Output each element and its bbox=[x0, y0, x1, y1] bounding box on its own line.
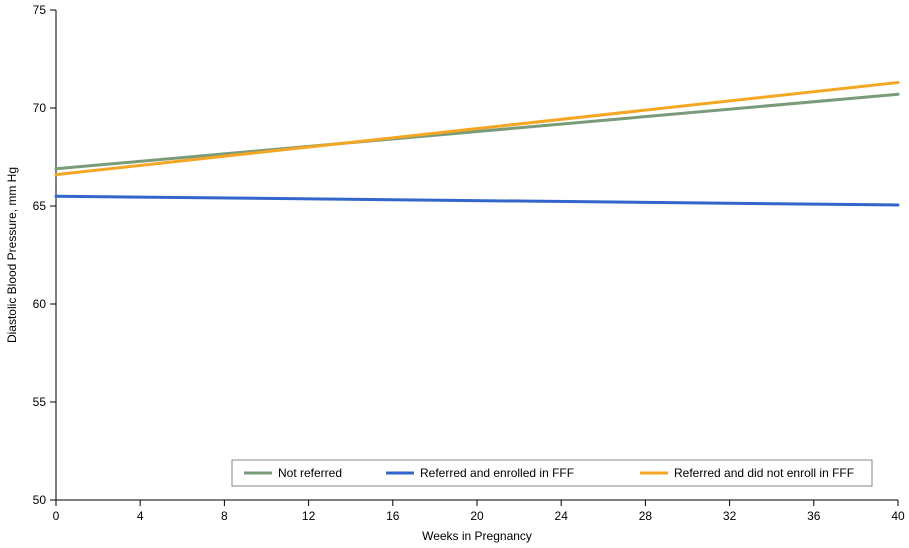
x-axis-label: Weeks in Pregnancy bbox=[422, 529, 532, 543]
y-tick-label: 65 bbox=[33, 199, 47, 213]
y-tick-label: 55 bbox=[33, 395, 47, 409]
series-line-2 bbox=[56, 83, 898, 175]
y-tick-label: 70 bbox=[33, 101, 47, 115]
legend-label-2: Referred and did not enroll in FFF bbox=[674, 466, 854, 480]
series-line-0 bbox=[56, 94, 898, 168]
x-tick-label: 24 bbox=[555, 509, 569, 523]
x-tick-label: 20 bbox=[470, 509, 484, 523]
x-tick-label: 40 bbox=[891, 509, 905, 523]
series-line-1 bbox=[56, 196, 898, 205]
y-axis-label: Diastolic Blood Pressure, mm Hg bbox=[5, 167, 19, 343]
x-tick-label: 16 bbox=[386, 509, 400, 523]
x-tick-label: 8 bbox=[221, 509, 228, 523]
x-tick-label: 0 bbox=[53, 509, 60, 523]
x-tick-label: 36 bbox=[807, 509, 821, 523]
chart-container: 50 55 60 65 70 75 0 4 8 12 16 20 24 28 32 36 40 Weeks in … bbox=[0, 0, 909, 548]
y-tick-label: 50 bbox=[33, 493, 47, 507]
x-tick-label: 12 bbox=[302, 509, 316, 523]
x-tick-label: 4 bbox=[137, 509, 144, 523]
x-tick-label: 28 bbox=[639, 509, 653, 523]
legend-label-1: Referred and enrolled in FFF bbox=[420, 466, 574, 480]
legend-label-0: Not referred bbox=[278, 466, 342, 480]
y-tick-label: 60 bbox=[33, 297, 47, 311]
x-tick-label: 32 bbox=[723, 509, 737, 523]
line-chart: 50 55 60 65 70 75 0 4 8 12 16 20 24 28 32 36 40 Weeks in … bbox=[0, 0, 909, 548]
y-tick-label: 75 bbox=[33, 3, 47, 17]
